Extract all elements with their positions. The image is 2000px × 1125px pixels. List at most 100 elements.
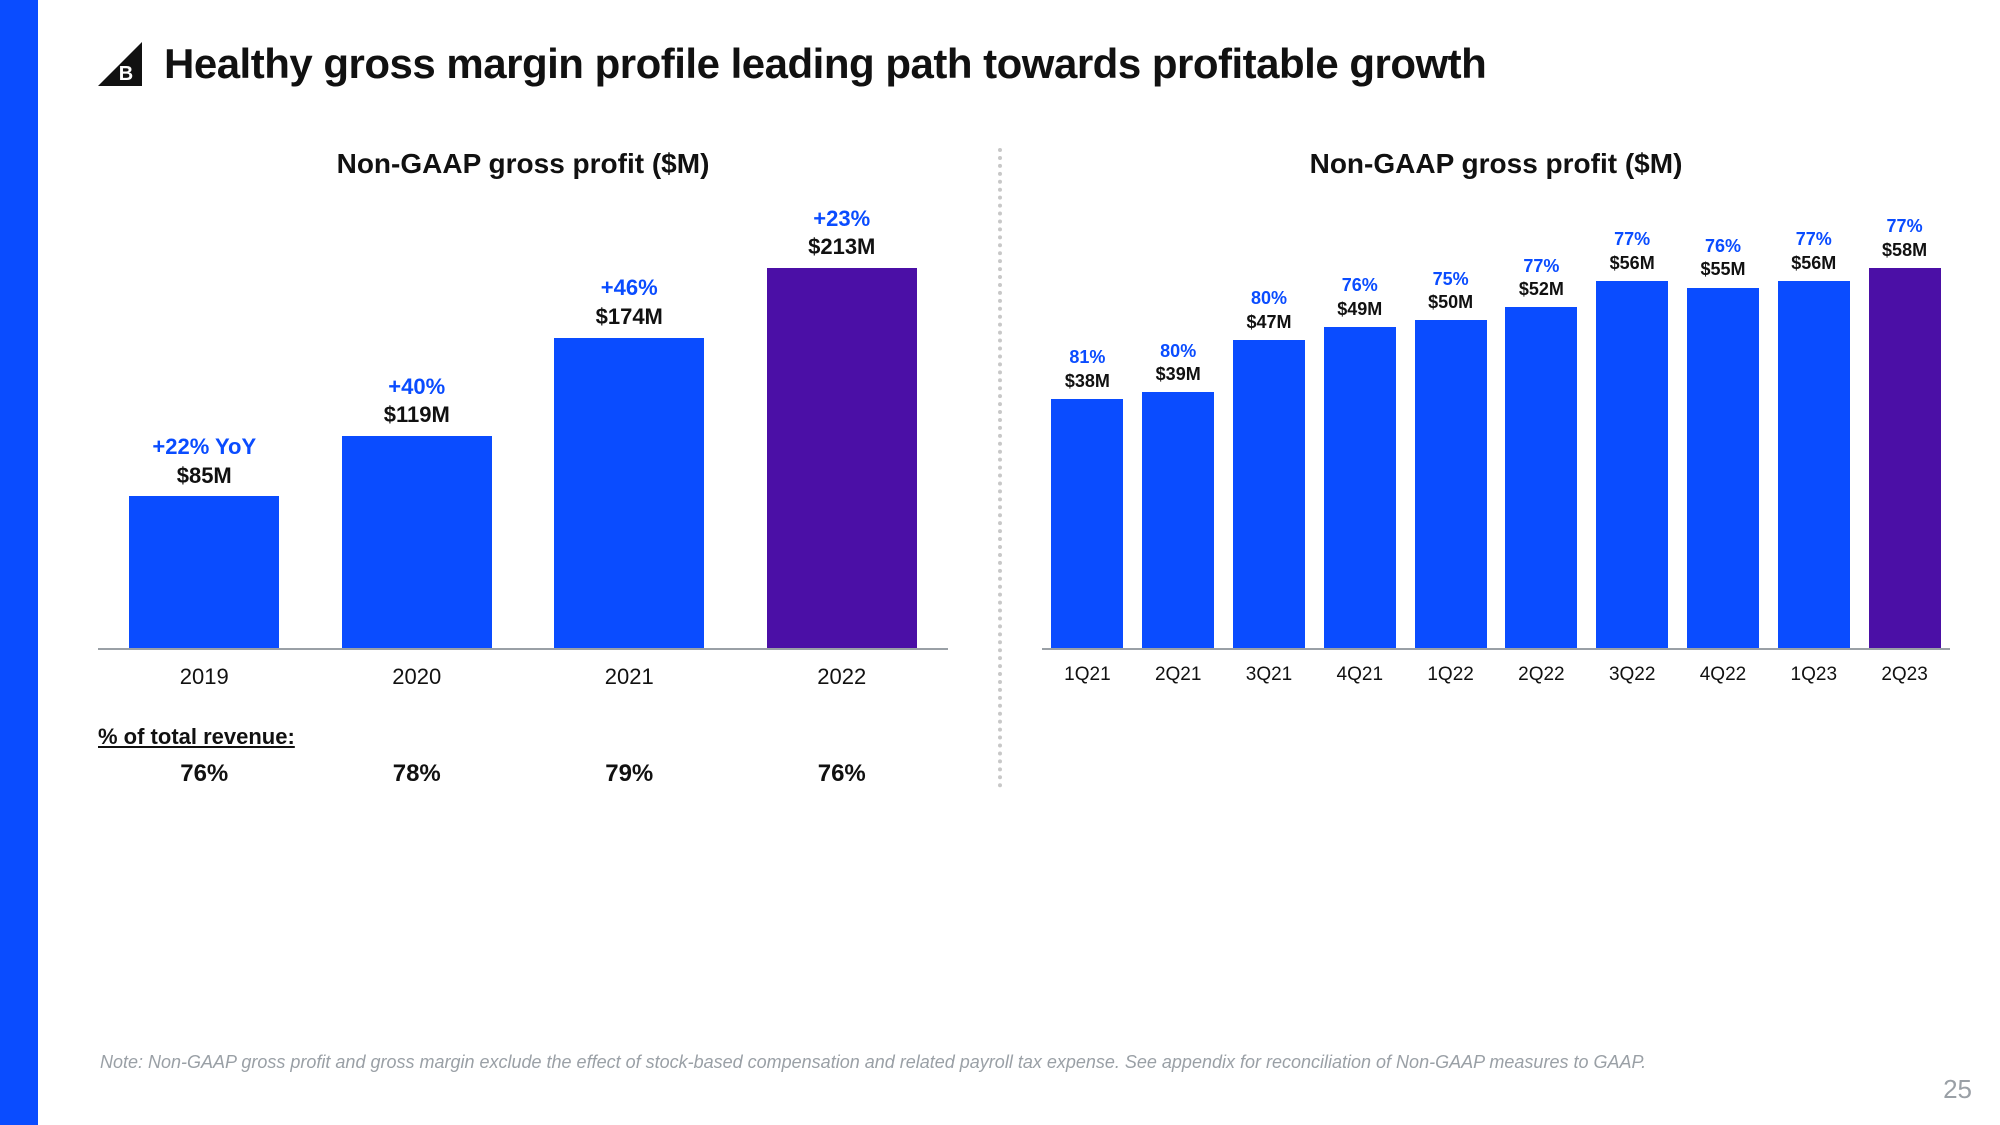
bar-value-label: $85M xyxy=(152,462,256,491)
bar-value-label: $213M xyxy=(808,233,875,262)
bar xyxy=(1233,340,1305,648)
quarterly-chart: Non-GAAP gross profit ($M) 81%$38M80%$39… xyxy=(1022,148,1950,788)
annual-xaxis: 2019202020212022 xyxy=(98,664,948,690)
charts-container: Non-GAAP gross profit ($M) +22% YoY$85M +… xyxy=(98,148,1950,788)
bar-value-label: $39M xyxy=(1156,363,1201,386)
bar-group: +23%$213M xyxy=(736,205,949,648)
bar xyxy=(1505,307,1577,648)
bar-value-label: $58M xyxy=(1882,239,1927,262)
bar-group: 80%$47M xyxy=(1224,287,1315,648)
bar xyxy=(1142,392,1214,648)
quarterly-bars-area: 81%$38M80%$39M80%$47M76%$49M75%$50M77%$5… xyxy=(1042,220,1950,650)
bar-value-labels: 76%$55M xyxy=(1700,235,1745,282)
page-number: 25 xyxy=(1943,1074,1972,1105)
bar-value-labels: 77%$56M xyxy=(1610,228,1655,275)
company-logo-icon: B xyxy=(98,42,142,86)
bar-value-label: $174M xyxy=(596,303,663,332)
footnote: Note: Non-GAAP gross profit and gross ma… xyxy=(100,1050,1920,1075)
bar-group: 77%$52M xyxy=(1496,255,1587,648)
xaxis-label: 1Q23 xyxy=(1768,664,1859,686)
bar-pct-label: 80% xyxy=(1246,287,1291,310)
bar-pct-label: 81% xyxy=(1065,346,1110,369)
bar-value-labels: 75%$50M xyxy=(1428,268,1473,315)
bar-value-labels: 77%$58M xyxy=(1882,215,1927,262)
bar-group: 80%$39M xyxy=(1133,340,1224,648)
bar-value-label: $119M xyxy=(384,401,450,430)
quarterly-xaxis: 1Q212Q213Q214Q211Q222Q223Q224Q221Q232Q23 xyxy=(1042,664,1950,686)
bar xyxy=(1051,399,1123,648)
xaxis-label: 2022 xyxy=(736,664,949,690)
pct-revenue-value: 79% xyxy=(523,760,736,788)
xaxis-label: 1Q21 xyxy=(1042,664,1133,686)
bar-group: 77%$56M xyxy=(1587,228,1678,648)
bar-pct-label: +46% xyxy=(596,274,663,303)
quarterly-chart-title: Non-GAAP gross profit ($M) xyxy=(1042,148,1950,180)
bar-group: 75%$50M xyxy=(1405,268,1496,648)
bar-value-label: $50M xyxy=(1428,291,1473,314)
xaxis-label: 2Q21 xyxy=(1133,664,1224,686)
xaxis-label: 3Q22 xyxy=(1587,664,1678,686)
bar-pct-label: +23% xyxy=(808,205,875,234)
bar-group: 81%$38M xyxy=(1042,346,1133,648)
bar-pct-label: +40% xyxy=(384,373,450,402)
bar xyxy=(767,268,917,648)
bar-value-labels: 80%$39M xyxy=(1156,340,1201,387)
bar-group: +46%$174M xyxy=(523,274,736,648)
bar xyxy=(342,436,492,648)
bar-value-labels: +22% YoY$85M xyxy=(152,433,256,490)
side-stripe xyxy=(0,0,38,1125)
xaxis-label: 2Q23 xyxy=(1859,664,1950,686)
bar-value-label: $52M xyxy=(1519,278,1564,301)
bar-value-labels: +40%$119M xyxy=(384,373,450,430)
xaxis-label: 2019 xyxy=(98,664,311,690)
bar-value-labels: +46%$174M xyxy=(596,274,663,331)
xaxis-label: 4Q21 xyxy=(1314,664,1405,686)
bar-value-labels: 77%$56M xyxy=(1791,228,1836,275)
bar-value-labels: 80%$47M xyxy=(1246,287,1291,334)
svg-text:B: B xyxy=(119,63,133,85)
bar-value-labels: 76%$49M xyxy=(1337,274,1382,321)
bar-group: 76%$49M xyxy=(1314,274,1405,648)
bar-value-labels: 77%$52M xyxy=(1519,255,1564,302)
slide-page: B Healthy gross margin profile leading p… xyxy=(38,0,2000,1125)
bar xyxy=(1415,320,1487,648)
bar-pct-label: 77% xyxy=(1882,215,1927,238)
pct-revenue-section: % of total revenue: 76%78%79%76% xyxy=(98,724,948,788)
xaxis-label: 1Q22 xyxy=(1405,664,1496,686)
bar-value-label: $55M xyxy=(1700,258,1745,281)
bar-value-label: $49M xyxy=(1337,298,1382,321)
pct-revenue-value: 78% xyxy=(311,760,524,788)
slide-title: Healthy gross margin profile leading pat… xyxy=(164,40,1486,88)
bar-group: +22% YoY$85M xyxy=(98,433,311,648)
bar-value-labels: 81%$38M xyxy=(1065,346,1110,393)
bar-pct-label: 80% xyxy=(1156,340,1201,363)
slide-header: B Healthy gross margin profile leading p… xyxy=(98,40,1950,88)
bar-value-labels: +23%$213M xyxy=(808,205,875,262)
bar-pct-label: 76% xyxy=(1337,274,1382,297)
bar xyxy=(129,496,279,648)
bar-pct-label: 75% xyxy=(1428,268,1473,291)
bar-group: 77%$56M xyxy=(1768,228,1859,648)
bar xyxy=(1778,281,1850,648)
annual-bars-area: +22% YoY$85M+40%$119M+46%$174M+23%$213M xyxy=(98,220,948,650)
pct-revenue-value: 76% xyxy=(98,760,311,788)
bar-pct-label: 77% xyxy=(1791,228,1836,251)
xaxis-label: 2020 xyxy=(311,664,524,690)
chart-divider xyxy=(998,148,1002,788)
bar-group: 77%$58M xyxy=(1859,215,1950,648)
pct-revenue-value: 76% xyxy=(736,760,949,788)
annual-chart-title: Non-GAAP gross profit ($M) xyxy=(98,148,948,180)
bar xyxy=(554,338,704,648)
pct-revenue-row: 76%78%79%76% xyxy=(98,760,948,788)
bar-value-label: $56M xyxy=(1791,252,1836,275)
bar-group: +40%$119M xyxy=(311,373,524,648)
bar xyxy=(1324,327,1396,648)
bar-pct-label: 77% xyxy=(1610,228,1655,251)
bar-value-label: $38M xyxy=(1065,370,1110,393)
bar xyxy=(1869,268,1941,648)
bar-pct-label: 77% xyxy=(1519,255,1564,278)
bar-value-label: $56M xyxy=(1610,252,1655,275)
bar xyxy=(1687,288,1759,648)
annual-chart: Non-GAAP gross profit ($M) +22% YoY$85M +… xyxy=(98,148,978,788)
xaxis-label: 2Q22 xyxy=(1496,664,1587,686)
